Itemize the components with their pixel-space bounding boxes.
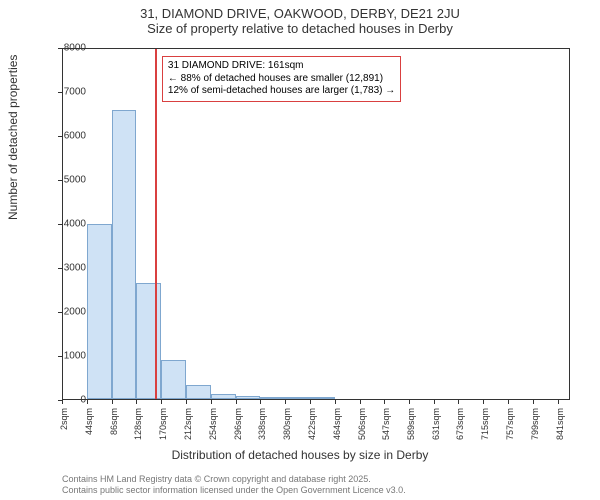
y-tick-label: 1000 — [46, 351, 86, 362]
annotation-line-3: 12% of semi-detached houses are larger (… — [168, 85, 395, 98]
x-tick-mark — [360, 400, 361, 404]
x-tick-mark — [558, 400, 559, 404]
x-tick-mark — [211, 400, 212, 404]
x-tick-mark — [384, 400, 385, 404]
y-tick-label: 6000 — [46, 131, 86, 142]
x-tick-label: 757sqm — [505, 408, 515, 440]
x-tick-mark — [409, 400, 410, 404]
x-tick-label: 212sqm — [183, 408, 193, 440]
x-tick-mark — [533, 400, 534, 404]
y-tick-label: 8000 — [46, 43, 86, 54]
x-tick-label: 380sqm — [282, 408, 292, 440]
x-tick-label: 86sqm — [109, 408, 119, 435]
x-tick-mark — [483, 400, 484, 404]
x-tick-label: 254sqm — [208, 408, 218, 440]
x-tick-label: 2sqm — [59, 408, 69, 430]
x-tick-label: 589sqm — [406, 408, 416, 440]
x-tick-label: 296sqm — [233, 408, 243, 440]
x-tick-label: 128sqm — [133, 408, 143, 440]
footer-attribution: Contains HM Land Registry data © Crown c… — [62, 474, 406, 496]
x-tick-mark — [136, 400, 137, 404]
x-tick-mark — [458, 400, 459, 404]
x-tick-mark — [87, 400, 88, 404]
plot-area: 31 DIAMOND DRIVE: 161sqm← 88% of detache… — [62, 48, 570, 400]
x-tick-mark — [285, 400, 286, 404]
y-tick-label: 0 — [46, 395, 86, 406]
y-axis-label: Number of detached properties — [6, 55, 20, 220]
annotation-line-2: ← 88% of detached houses are smaller (12… — [168, 73, 395, 86]
x-tick-mark — [310, 400, 311, 404]
x-tick-mark — [186, 400, 187, 404]
y-tick-label: 3000 — [46, 263, 86, 274]
annotation-box: 31 DIAMOND DRIVE: 161sqm← 88% of detache… — [162, 56, 401, 102]
x-tick-mark — [335, 400, 336, 404]
x-tick-label: 673sqm — [455, 408, 465, 440]
annotation-line-1: 31 DIAMOND DRIVE: 161sqm — [168, 60, 395, 73]
x-tick-mark — [161, 400, 162, 404]
chart-container: 31, DIAMOND DRIVE, OAKWOOD, DERBY, DE21 … — [0, 0, 600, 500]
y-tick-label: 4000 — [46, 219, 86, 230]
x-tick-label: 799sqm — [530, 408, 540, 440]
x-tick-mark — [508, 400, 509, 404]
x-axis-label: Distribution of detached houses by size … — [0, 448, 600, 462]
x-tick-label: 44sqm — [84, 408, 94, 435]
x-tick-mark — [112, 400, 113, 404]
x-tick-label: 841sqm — [555, 408, 565, 440]
footer-line-1: Contains HM Land Registry data © Crown c… — [62, 474, 406, 485]
footer-line-2: Contains public sector information licen… — [62, 485, 406, 496]
y-tick-label: 7000 — [46, 87, 86, 98]
x-tick-label: 631sqm — [431, 408, 441, 440]
x-tick-label: 464sqm — [332, 408, 342, 440]
title-line-1: 31, DIAMOND DRIVE, OAKWOOD, DERBY, DE21 … — [0, 6, 600, 21]
x-tick-label: 170sqm — [158, 408, 168, 440]
y-tick-label: 5000 — [46, 175, 86, 186]
title-line-2: Size of property relative to detached ho… — [0, 21, 600, 36]
y-tick-label: 2000 — [46, 307, 86, 318]
x-tick-label: 338sqm — [257, 408, 267, 440]
x-tick-label: 506sqm — [357, 408, 367, 440]
x-tick-mark — [434, 400, 435, 404]
x-tick-label: 422sqm — [307, 408, 317, 440]
title-block: 31, DIAMOND DRIVE, OAKWOOD, DERBY, DE21 … — [0, 0, 600, 36]
x-tick-mark — [260, 400, 261, 404]
x-tick-label: 715sqm — [480, 408, 490, 440]
x-tick-mark — [236, 400, 237, 404]
x-tick-label: 547sqm — [381, 408, 391, 440]
